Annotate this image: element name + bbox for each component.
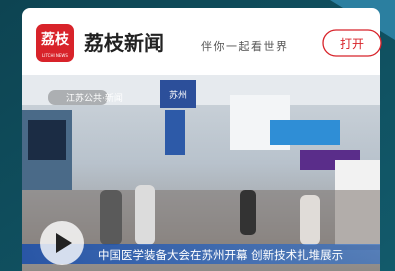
logo-subtext: LITCHI NEWS: [42, 53, 68, 58]
open-button-label[interactable]: 打开: [340, 37, 364, 51]
person: [135, 185, 155, 245]
app-name: 荔枝新闻: [84, 31, 164, 55]
watermark: 江苏公共·新闻: [66, 92, 123, 104]
logo-text: 荔枝: [40, 31, 70, 48]
person: [240, 190, 256, 235]
sign-text: 苏州: [169, 89, 187, 101]
screen-display: [28, 120, 66, 160]
person: [100, 190, 122, 245]
slogan: 伴你一起看世界: [201, 39, 289, 53]
person: [300, 195, 320, 245]
screen: 荔枝 LITCHI NEWS 荔枝新闻 伴你一起看世界 打开 苏州 江苏公共·新…: [0, 0, 395, 271]
booth-sign: [270, 120, 340, 145]
caption: 中国医学装备大会在苏州开幕 创新技术扎堆展示: [98, 248, 343, 262]
video-thumbnail[interactable]: 苏州 江苏公共·新闻 中国医学装备大会在苏州开幕 创新技术扎堆展示: [22, 75, 380, 271]
banner: [165, 110, 185, 155]
